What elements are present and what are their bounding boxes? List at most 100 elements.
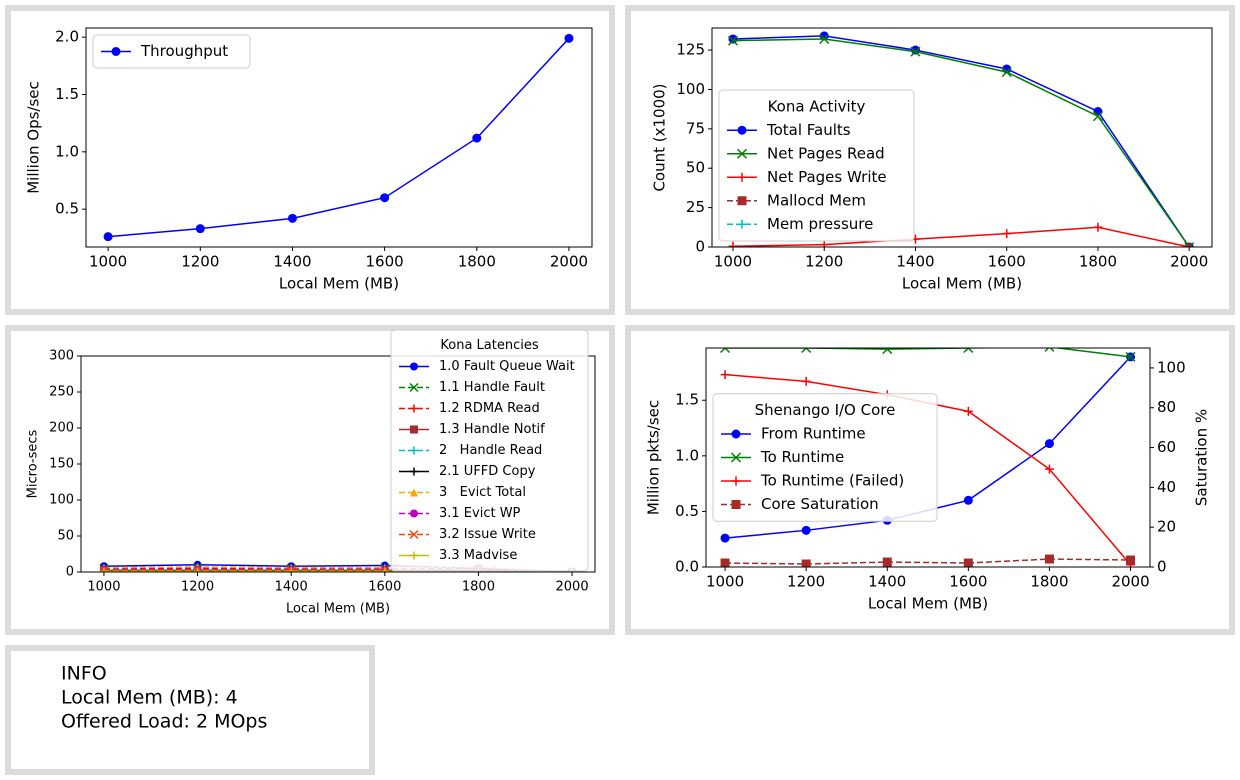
- x-tick-label: 1600: [368, 580, 401, 595]
- series-line: [725, 558, 1131, 565]
- legend-marker: [737, 125, 747, 135]
- legend-label: Net Pages Write: [767, 168, 887, 186]
- marker: [728, 34, 738, 44]
- x-tick-label: 1200: [805, 253, 843, 271]
- marker: [195, 224, 205, 234]
- y-tick-label: 2.0: [55, 28, 79, 46]
- series-line: [732, 226, 1190, 247]
- marker: [963, 406, 973, 416]
- y-tick-label: 0: [1157, 558, 1167, 576]
- legend-label: 2.1 UFFD Copy: [439, 464, 536, 479]
- series-line: [732, 35, 1190, 247]
- marker: [1044, 348, 1055, 352]
- x-tick-label: 2000: [1170, 253, 1208, 271]
- series-line: [725, 348, 1131, 358]
- legend-marker: [410, 446, 418, 455]
- x-axis-label: Local Mem (MB): [286, 602, 390, 617]
- marker: [963, 558, 973, 567]
- legend-marker: [410, 404, 418, 413]
- legend-marker: [410, 362, 418, 371]
- info-line: Local Mem (MB): 4: [61, 687, 238, 709]
- legend-marker: [737, 196, 747, 206]
- marker: [963, 495, 973, 505]
- marker: [1044, 464, 1054, 474]
- marker: [819, 240, 829, 247]
- marker: [1093, 222, 1103, 232]
- y-tick-label: 20: [1157, 518, 1176, 536]
- x-tick-label: 1400: [868, 573, 906, 591]
- y-tick-label: 0.5: [675, 502, 699, 520]
- legend-marker: [736, 148, 748, 159]
- legend-label: 2 Handle Read: [439, 443, 542, 458]
- marker: [1044, 439, 1054, 449]
- marker: [380, 193, 390, 203]
- legend-label: To Runtime (Failed): [760, 472, 904, 490]
- y-tick-label: 80: [1157, 398, 1176, 416]
- marker: [1184, 241, 1195, 247]
- y-axis-label: Million pkts/sec: [645, 400, 663, 515]
- marker: [1044, 554, 1054, 564]
- marker: [193, 567, 202, 572]
- legend-frame: [390, 329, 589, 572]
- x-tick-label: 1200: [181, 253, 219, 271]
- y-tick-label: 250: [49, 385, 74, 400]
- series-line: [108, 37, 570, 238]
- y-tick-label: 50: [686, 159, 705, 177]
- legend-label: Net Pages Read: [767, 144, 885, 162]
- plot-area: [103, 33, 574, 242]
- legend-marker: [737, 172, 747, 182]
- marker: [801, 348, 812, 354]
- x-tick-label: 1200: [181, 580, 214, 595]
- legend-label: 3.1 Evict WP: [439, 506, 521, 521]
- legend-title: Shenango I/O Core: [755, 401, 896, 419]
- y-tick-label: 0: [66, 565, 74, 580]
- y-tick-label: 0: [695, 238, 705, 256]
- legend-label: From Runtime: [761, 425, 866, 443]
- y-tick-label: 25: [686, 198, 705, 216]
- y-tick-label: 50: [57, 529, 74, 544]
- y-tick-label: 75: [686, 119, 705, 137]
- marker: [882, 348, 893, 355]
- y-tick-label: 0.5: [55, 200, 79, 218]
- y-axis-label: Million Ops/sec: [25, 81, 43, 194]
- legend-label: Mallocd Mem: [767, 191, 866, 209]
- legend-marker: [731, 429, 741, 439]
- plot-frame: [80, 355, 596, 573]
- x-tick-label: 1600: [366, 253, 404, 271]
- marker: [1001, 67, 1012, 78]
- y-tick-label: 60: [1157, 438, 1176, 456]
- plot-frame: [85, 27, 593, 248]
- info-title: INFO: [61, 663, 107, 685]
- legend-marker: [410, 467, 418, 476]
- legend-label: To Runtime: [760, 448, 844, 466]
- marker: [882, 557, 892, 567]
- marker: [1126, 555, 1136, 565]
- marker: [910, 45, 920, 55]
- marker: [963, 348, 974, 354]
- plot-area: [727, 31, 1195, 247]
- x-tick-label: 2000: [556, 580, 589, 595]
- legend-label: 1.0 Fault Queue Wait: [439, 359, 575, 374]
- marker: [720, 558, 730, 567]
- marker: [287, 567, 296, 572]
- y-tick-label: 200: [49, 421, 74, 436]
- y-tick-label: 40: [1157, 478, 1176, 496]
- marker: [472, 133, 482, 143]
- y-tick-label: 1.0: [675, 446, 699, 464]
- plot-frame: [711, 27, 1213, 248]
- marker: [819, 31, 829, 41]
- x-tick-label: 1400: [273, 253, 311, 271]
- legend-marker: [737, 219, 747, 229]
- marker: [287, 213, 297, 223]
- y-tick-label: 300: [49, 349, 74, 364]
- legend-marker: [410, 551, 418, 560]
- legend-title: Kona Activity: [768, 97, 866, 115]
- y-tick-label: 150: [49, 457, 74, 472]
- x-tick-label: 1800: [462, 580, 495, 595]
- legend-label: Core Saturation: [761, 495, 879, 513]
- marker: [910, 46, 921, 57]
- x-tick-label: 1400: [275, 580, 308, 595]
- marker: [801, 525, 811, 535]
- x-tick-label: 1600: [949, 573, 987, 591]
- x-tick-label: 1800: [1030, 573, 1068, 591]
